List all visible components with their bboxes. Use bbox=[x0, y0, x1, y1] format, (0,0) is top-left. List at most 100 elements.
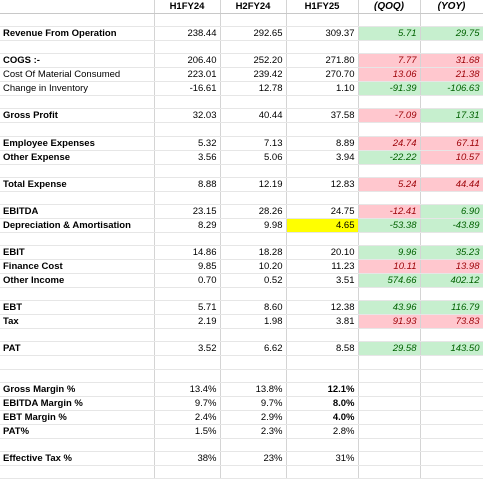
empty-cell[interactable] bbox=[286, 287, 359, 302]
empty-cell[interactable] bbox=[0, 191, 155, 205]
empty-cell[interactable] bbox=[358, 95, 421, 110]
row-label[interactable]: Effective Tax % bbox=[0, 451, 155, 466]
empty-cell[interactable] bbox=[358, 465, 421, 480]
qoq-cell[interactable]: -53.38 bbox=[358, 218, 421, 233]
qoq-cell[interactable]: -7.09 bbox=[358, 108, 421, 124]
value-cell[interactable]: 8.29 bbox=[154, 218, 221, 233]
empty-cell[interactable] bbox=[286, 164, 359, 178]
yoy-cell[interactable]: 6.90 bbox=[420, 204, 483, 219]
value-cell[interactable]: 3.94 bbox=[286, 150, 359, 165]
value-cell[interactable]: 9.7% bbox=[154, 396, 221, 411]
yoy-cell[interactable]: 116.79 bbox=[420, 300, 483, 316]
value-cell[interactable]: 8.58 bbox=[286, 341, 359, 357]
empty-cell[interactable] bbox=[0, 438, 155, 452]
value-cell[interactable]: 309.37 bbox=[286, 26, 359, 42]
empty-cell[interactable] bbox=[220, 355, 287, 370]
empty-cell[interactable] bbox=[154, 122, 221, 137]
empty-cell[interactable] bbox=[154, 465, 221, 480]
value-cell[interactable]: 12.19 bbox=[220, 177, 287, 192]
empty-cell[interactable] bbox=[154, 328, 221, 343]
yoy-cell[interactable]: 29.75 bbox=[420, 26, 483, 42]
yoy-cell[interactable]: 17.31 bbox=[420, 108, 483, 124]
row-label[interactable]: COGS :- bbox=[0, 53, 155, 69]
empty-cell[interactable] bbox=[420, 232, 483, 247]
value-cell[interactable]: 9.7% bbox=[220, 396, 287, 411]
empty-cell[interactable] bbox=[420, 369, 483, 383]
row-label[interactable]: EBIT bbox=[0, 245, 155, 261]
empty-cell[interactable] bbox=[154, 164, 221, 178]
empty-cell[interactable] bbox=[358, 355, 421, 370]
empty-cell[interactable] bbox=[0, 355, 155, 370]
empty-cell[interactable] bbox=[358, 122, 421, 137]
value-cell[interactable]: 3.52 bbox=[154, 341, 221, 357]
empty-cell[interactable] bbox=[220, 438, 287, 452]
empty-cell[interactable] bbox=[358, 13, 421, 28]
value-cell[interactable]: 32.03 bbox=[154, 108, 221, 124]
header-cell-h1fy24[interactable]: H1FY24 bbox=[154, 0, 221, 14]
empty-cell[interactable] bbox=[420, 13, 483, 28]
value-cell[interactable]: 23% bbox=[220, 451, 287, 466]
qoq-cell[interactable]: 43.96 bbox=[358, 300, 421, 316]
empty-cell[interactable] bbox=[0, 95, 155, 110]
value-cell[interactable]: 13.8% bbox=[220, 382, 287, 397]
yoy-cell[interactable]: -106.63 bbox=[420, 81, 483, 97]
yoy-cell[interactable]: 35.23 bbox=[420, 245, 483, 261]
value-cell[interactable]: 1.10 bbox=[286, 81, 359, 97]
yoy-cell[interactable] bbox=[420, 451, 483, 466]
empty-cell[interactable] bbox=[154, 355, 221, 370]
value-cell[interactable]: 223.01 bbox=[154, 67, 221, 83]
row-label[interactable]: EBITDA Margin % bbox=[0, 396, 155, 411]
value-cell[interactable]: 8.0% bbox=[286, 396, 359, 411]
yoy-cell[interactable] bbox=[420, 410, 483, 425]
row-label[interactable]: Other Expense bbox=[0, 150, 155, 165]
value-cell[interactable]: 206.40 bbox=[154, 53, 221, 69]
value-cell[interactable]: 11.23 bbox=[286, 259, 359, 275]
empty-cell[interactable] bbox=[220, 287, 287, 302]
row-label[interactable]: Gross Profit bbox=[0, 108, 155, 124]
empty-cell[interactable] bbox=[0, 40, 155, 55]
value-cell[interactable]: 12.38 bbox=[286, 300, 359, 316]
qoq-cell[interactable]: 91.93 bbox=[358, 314, 421, 330]
empty-cell[interactable] bbox=[358, 438, 421, 452]
yoy-cell[interactable]: 31.68 bbox=[420, 53, 483, 69]
value-cell[interactable]: 4.0% bbox=[286, 410, 359, 425]
empty-cell[interactable] bbox=[154, 369, 221, 383]
yoy-cell[interactable]: 44.44 bbox=[420, 177, 483, 192]
value-cell[interactable]: 2.4% bbox=[154, 410, 221, 425]
empty-cell[interactable] bbox=[286, 95, 359, 110]
value-cell[interactable]: 9.85 bbox=[154, 259, 221, 275]
row-label[interactable]: Tax bbox=[0, 314, 155, 330]
empty-cell[interactable] bbox=[286, 232, 359, 247]
empty-cell[interactable] bbox=[358, 40, 421, 55]
empty-cell[interactable] bbox=[220, 122, 287, 137]
value-cell[interactable]: 14.86 bbox=[154, 245, 221, 261]
qoq-cell[interactable] bbox=[358, 451, 421, 466]
empty-cell[interactable] bbox=[154, 191, 221, 205]
empty-cell[interactable] bbox=[286, 13, 359, 28]
row-label[interactable]: Finance Cost bbox=[0, 259, 155, 275]
header-cell-label[interactable] bbox=[0, 0, 155, 14]
empty-cell[interactable] bbox=[220, 369, 287, 383]
yoy-cell[interactable]: 10.57 bbox=[420, 150, 483, 165]
value-cell[interactable]: 10.20 bbox=[220, 259, 287, 275]
value-cell[interactable]: 5.06 bbox=[220, 150, 287, 165]
qoq-cell[interactable]: 574.66 bbox=[358, 273, 421, 289]
empty-cell[interactable] bbox=[420, 40, 483, 55]
empty-cell[interactable] bbox=[420, 95, 483, 110]
empty-cell[interactable] bbox=[358, 369, 421, 383]
value-cell[interactable]: 8.60 bbox=[220, 300, 287, 316]
empty-cell[interactable] bbox=[220, 95, 287, 110]
empty-cell[interactable] bbox=[0, 328, 155, 343]
value-cell[interactable]: 20.10 bbox=[286, 245, 359, 261]
empty-cell[interactable] bbox=[286, 438, 359, 452]
value-cell[interactable]: 4.65 bbox=[286, 218, 359, 233]
empty-cell[interactable] bbox=[0, 369, 155, 383]
row-label[interactable]: Depreciation & Amortisation bbox=[0, 218, 155, 233]
value-cell[interactable]: 31% bbox=[286, 451, 359, 466]
qoq-cell[interactable]: 7.77 bbox=[358, 53, 421, 69]
value-cell[interactable]: 2.8% bbox=[286, 424, 359, 439]
empty-cell[interactable] bbox=[286, 465, 359, 480]
value-cell[interactable]: 3.56 bbox=[154, 150, 221, 165]
qoq-cell[interactable] bbox=[358, 396, 421, 411]
value-cell[interactable]: 13.4% bbox=[154, 382, 221, 397]
